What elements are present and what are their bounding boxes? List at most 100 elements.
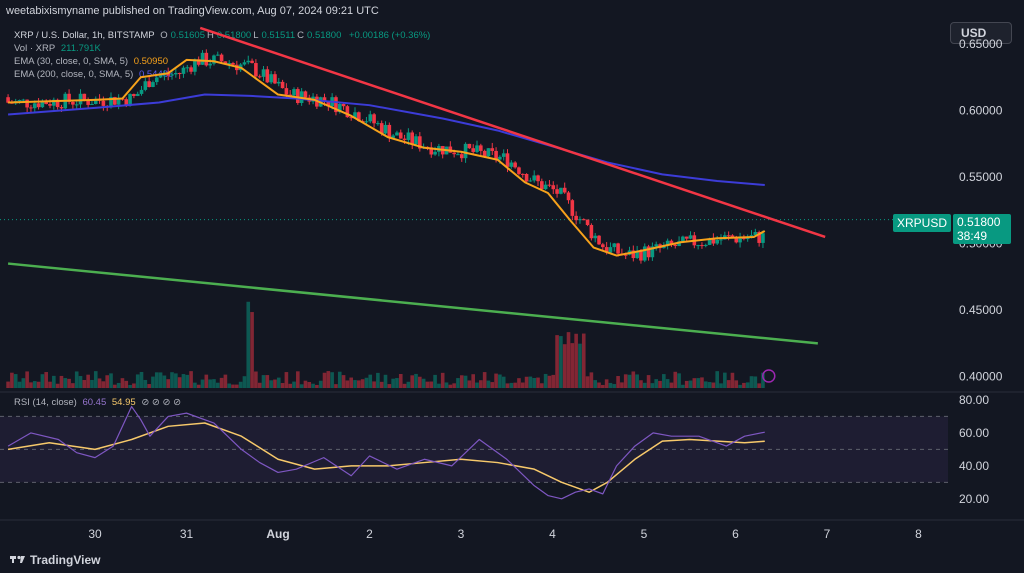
volume-bar [337, 371, 342, 388]
volume-bar [418, 376, 422, 388]
volume-bar [429, 381, 434, 388]
candle-body [547, 184, 552, 186]
volume-bar [364, 377, 369, 388]
volume-bar [17, 381, 22, 388]
candle-body [135, 93, 140, 97]
candle-body [566, 192, 571, 201]
volume-bar [261, 375, 266, 388]
volume-bar [330, 372, 334, 388]
volume-bar [6, 381, 10, 388]
time-tick-label: Aug [266, 527, 289, 541]
time-tick-label: 4 [549, 527, 556, 541]
volume-bar [307, 381, 312, 388]
candle-body [40, 101, 45, 108]
lightning-icon [762, 369, 776, 383]
ohlc-value-h: 0.51800 [216, 30, 252, 41]
volume-bar [700, 377, 704, 388]
volume-bar [52, 375, 56, 388]
candle-body [345, 106, 350, 118]
rsi-tick-label: 80.00 [959, 393, 989, 407]
volume-bar [74, 371, 79, 388]
candle-body [452, 152, 456, 155]
volume-bar [349, 377, 353, 388]
time-tick-label: 3 [458, 527, 465, 541]
candle-body [185, 67, 190, 69]
candle-body [151, 82, 155, 88]
candle-body [273, 74, 277, 84]
volume-bar [326, 371, 331, 388]
candle-body [208, 63, 212, 66]
volume-bar [151, 376, 155, 388]
currency-button[interactable]: USD [950, 22, 1012, 44]
volume-bar [421, 378, 426, 388]
candle-body [78, 93, 83, 105]
candle-body [154, 77, 159, 83]
volume-bar [132, 383, 136, 388]
candle-body [357, 112, 361, 122]
ohlc-key-h: H [206, 30, 214, 41]
footer-brand[interactable]: TradingView [10, 553, 100, 567]
candle-body [524, 173, 529, 182]
candle-body [383, 124, 388, 134]
ema30-label: EMA (30, close, 0, SMA, 5) [14, 56, 129, 67]
candle-body [174, 73, 178, 75]
volume-bar [25, 371, 29, 388]
ema30-value: 0.50950 [133, 56, 169, 67]
volume-bar [528, 376, 533, 388]
ema30-legend: EMA (30, close, 0, SMA, 5) 0.50950 [14, 56, 171, 67]
candle-body [379, 123, 384, 134]
candle-body [635, 250, 639, 259]
volume-bar [311, 383, 315, 388]
candle-body [688, 235, 693, 239]
candle-body [562, 187, 567, 193]
ohlc-key-c: C [297, 30, 305, 41]
volume-bar [78, 376, 83, 388]
volume-bar [93, 371, 98, 388]
volume-bar [177, 377, 182, 388]
volume-bar [459, 375, 464, 388]
candle-body [261, 69, 266, 77]
volume-bar [181, 374, 186, 388]
volume-bar [116, 382, 121, 388]
volume-bar [623, 374, 628, 388]
candle-body [170, 74, 174, 76]
candle-body [608, 247, 613, 253]
candle-body [642, 246, 647, 261]
time-tick-label: 30 [88, 527, 102, 541]
candle-body [654, 244, 658, 247]
volume-bar [357, 380, 361, 388]
volume-bar [715, 371, 719, 388]
candle-body [158, 75, 163, 78]
candle-body [551, 185, 556, 190]
candle-body [494, 150, 498, 160]
support-trendline [7, 262, 818, 345]
volume-bar [482, 372, 487, 388]
candle-body [143, 81, 148, 90]
tradingview-logo-icon [10, 554, 26, 567]
volume-bar [448, 384, 453, 388]
volume-bar [414, 373, 418, 388]
candle-body [269, 74, 273, 83]
candle-body [482, 150, 487, 157]
volume-bar [120, 378, 125, 388]
volume-bar [368, 374, 373, 388]
time-tick-label: 31 [180, 527, 194, 541]
volume-bar [273, 379, 277, 388]
volume-bar [669, 382, 674, 388]
volume-bar [673, 371, 678, 388]
ohlc-key-o: O [160, 30, 168, 41]
volume-label: Vol · XRP [14, 43, 56, 54]
volume-bar [303, 380, 308, 388]
symbol-legend: XRP / U.S. Dollar, 1h, BITSTAMP O 0.51605… [14, 30, 433, 41]
candle-body [246, 60, 251, 63]
eye-icons[interactable]: ⊘ ⊘ ⊘ ⊘ [141, 397, 182, 408]
candle-body [456, 154, 460, 156]
ema30-line [8, 58, 766, 257]
volume-bar [498, 374, 502, 388]
candle-body [601, 244, 605, 248]
candle-body [555, 189, 559, 194]
time-tick-label: 6 [732, 527, 739, 541]
candle-body [463, 143, 468, 159]
volume-bar [425, 381, 430, 388]
